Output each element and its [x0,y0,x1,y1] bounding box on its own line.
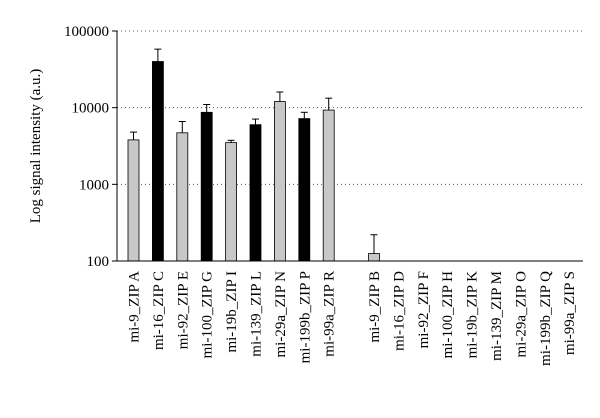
x-tick-label: mi-100_ZIP H [440,271,456,359]
x-tick-label: mi-139_ZIP L [249,271,265,357]
y-tick-label: 1000 [79,177,109,193]
bar [273,101,286,262]
x-tick-label: mi-139_ZIP M [489,271,505,361]
x-tick-label: mi-199b_ZIP Q [538,271,554,366]
x-tick-label: mi-92_ZIP F [416,271,432,348]
x-tick-label: mi-19b_ZIP I [224,271,240,353]
bars [127,48,380,262]
bar [127,139,140,262]
bar [151,61,164,262]
bar [322,109,335,262]
x-tick-label: mi-9_ZIP A [127,271,143,343]
bar [225,142,238,262]
y-axis-title: Log signal intensity (a.u.) [28,69,44,224]
x-tick-label: mi-9_ZIP B [367,271,383,343]
axes [112,30,583,262]
bar [200,111,213,262]
x-tick-label: mi-199b_ZIP P [297,271,313,363]
bar [176,132,189,262]
x-tick-label: mi-29a_ZIP N [273,271,289,358]
labels: 100 1000 10000 100000 mi-9_ZIP A mi-16_ZIP C m… [64,24,578,366]
x-tick-label: mi-99a_ZIP S [562,271,578,355]
y-tick-label: 10000 [72,101,110,117]
y-tick-label: 100000 [64,24,109,40]
bar [298,118,311,262]
x-tick-label: mi-16_ZIP C [151,271,167,350]
y-tick-label: 100 [87,254,110,270]
x-tick-label: mi-92_ZIP E [175,271,191,349]
x-tick-label: mi-100_ZIP G [200,271,216,359]
x-tick-label: mi-16_ZIP D [391,271,407,351]
bar [249,124,262,262]
x-tick-label: mi-29a_ZIP O [513,271,529,358]
bar [368,253,380,262]
x-tick-label: mi-99a_ZIP R [322,271,338,357]
x-tick-label: mi-19b_ZIP K [465,271,481,359]
gridlines [117,30,583,185]
